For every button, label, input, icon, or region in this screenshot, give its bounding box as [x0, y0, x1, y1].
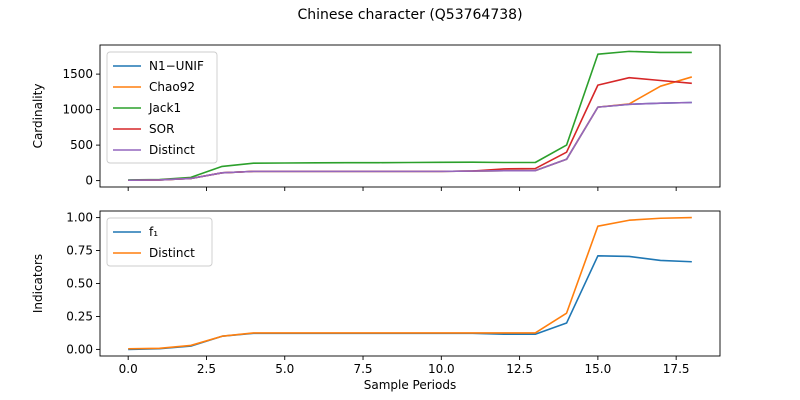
- y-ticks: 0 500 1000 1500: [62, 67, 100, 188]
- panel-2: 0.0 2.5 5.0 7.5 10.0 12.5 15.0 17.5 0.00 0.25 0.50…: [31, 210, 721, 392]
- y-axis-label: Indicators: [31, 254, 45, 313]
- series-lines: [128, 216, 692, 351]
- legend-label: Jack1: [148, 101, 181, 115]
- legend-frame: [106, 51, 218, 164]
- legend-label: SOR: [149, 122, 174, 136]
- legend-label: Distinct: [149, 143, 195, 157]
- y-tick-label: 0.25: [66, 309, 93, 323]
- y-tick-label: 500: [70, 138, 93, 152]
- series-lines: [128, 50, 693, 182]
- y-ticks: 0.00 0.25 0.50 0.75 1.00: [66, 211, 100, 356]
- figure-title: Chinese character (Q53764738): [297, 7, 522, 23]
- y-tick-label: 0: [85, 174, 93, 188]
- x-tick-label: 7.5: [353, 362, 372, 376]
- y-tick-label: 0.00: [66, 342, 93, 356]
- series-line-1: [128, 255, 692, 351]
- x-tick-label: 2.5: [197, 362, 216, 376]
- axes-frame: [99, 44, 721, 188]
- panels: 0 500 1000 1500 Cardinality N1−UNIF Chao92 Jack…: [31, 44, 721, 392]
- series-line-5: [128, 101, 692, 182]
- legend-label: N1−UNIF: [149, 59, 204, 73]
- x-axis-label: Sample Periods: [364, 378, 456, 392]
- x-ticks: 0.0 2.5 5.0 7.5 10.0 12.5 15.0 17.5: [119, 356, 690, 376]
- y-tick-label: 1.00: [66, 211, 93, 225]
- legend: N1−UNIF Chao92 Jack1 SOR Distinct: [106, 51, 218, 164]
- x-tick-label: 17.5: [663, 362, 690, 376]
- legend-label: Distinct: [149, 246, 195, 260]
- legend-frame: [106, 217, 213, 267]
- y-tick-label: 0.75: [66, 244, 93, 258]
- x-tick-label: 0.0: [119, 362, 138, 376]
- y-tick-label: 1500: [62, 67, 93, 81]
- legend-label: f₁: [149, 225, 158, 239]
- x-ticks: [127, 187, 677, 191]
- legend-label: Chao92: [149, 80, 195, 94]
- y-axis-label: Cardinality: [31, 84, 45, 149]
- series-line-2: [128, 216, 692, 350]
- x-tick-label: 12.5: [506, 362, 533, 376]
- series-line-3: [128, 50, 692, 181]
- legend: f₁ Distinct: [106, 217, 213, 267]
- x-tick-label: 10.0: [428, 362, 455, 376]
- x-tick-label: 5.0: [275, 362, 294, 376]
- y-tick-label: 1000: [62, 103, 93, 117]
- x-tick-label: 15.0: [585, 362, 612, 376]
- y-tick-label: 0.50: [66, 277, 93, 291]
- panel-1: 0 500 1000 1500 Cardinality N1−UNIF Chao92 Jack…: [31, 44, 721, 191]
